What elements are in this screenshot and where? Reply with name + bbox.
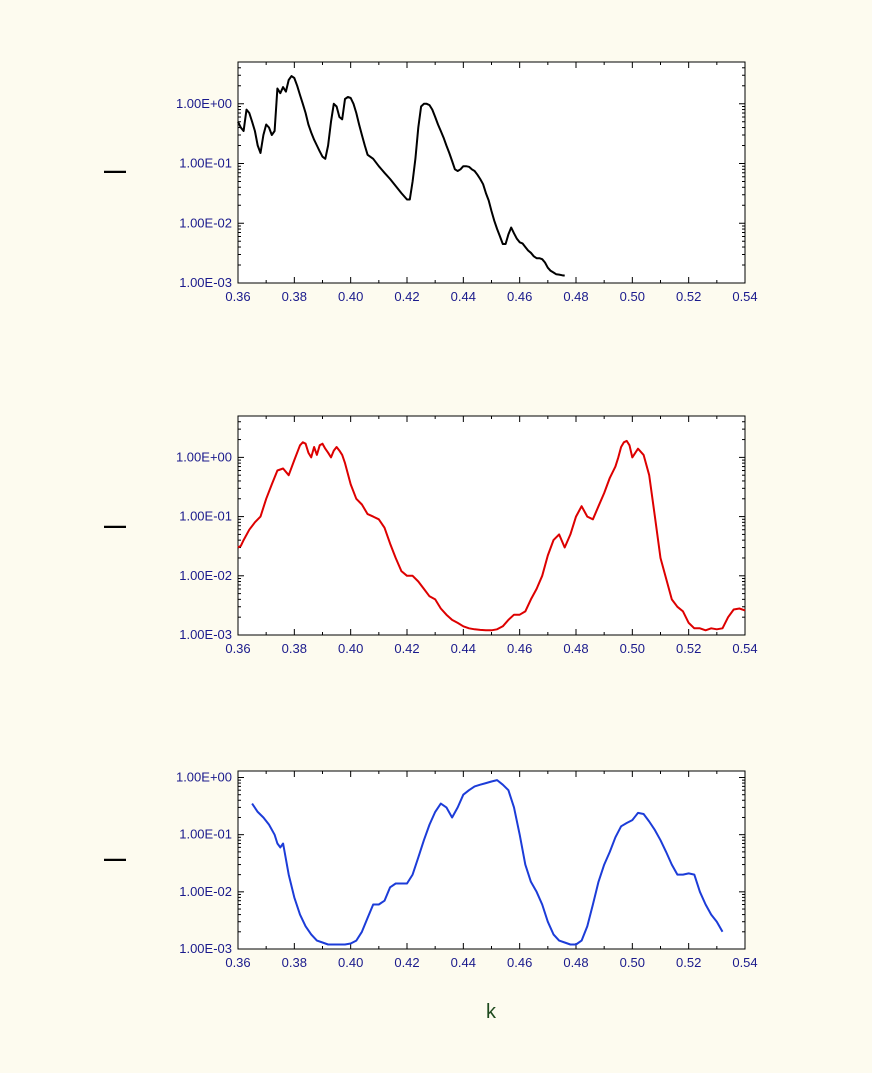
y-tick-label: 1.00E-03 <box>179 627 232 642</box>
x-tick-label: 0.50 <box>620 641 645 656</box>
series-line <box>237 75 565 277</box>
y-tick-label: 1.00E-01 <box>179 509 232 524</box>
y-tick-label: 1.00E+00 <box>176 770 232 785</box>
series-line <box>237 439 746 632</box>
chart-panel-top: 1.00E+00 1.00E-01 1.00E-02 1.00E-030.36 0.38… <box>104 61 758 304</box>
x-tick-label: 0.50 <box>620 289 645 304</box>
x-tick-label: 0.48 <box>563 955 588 970</box>
x-tick-label: 0.42 <box>394 955 419 970</box>
x-tick-label: 0.48 <box>563 641 588 656</box>
y-axis-label: — <box>104 513 126 538</box>
y-tick-label: 1.00E-02 <box>179 568 232 583</box>
x-tick-label: 0.54 <box>732 641 757 656</box>
plot-area <box>237 415 746 636</box>
x-tick-label: 0.48 <box>563 289 588 304</box>
x-tick-label: 0.54 <box>732 289 757 304</box>
x-tick-label: 0.38 <box>282 955 307 970</box>
y-tick-label: 1.00E-02 <box>179 884 232 899</box>
x-tick-label: 0.36 <box>225 955 250 970</box>
y-tick-label: 1.00E-01 <box>179 827 232 842</box>
y-tick-label: 1.00E-03 <box>179 941 232 956</box>
x-tick-label: 0.52 <box>676 955 701 970</box>
x-tick-label: 0.46 <box>507 641 532 656</box>
x-tick-label: 0.46 <box>507 289 532 304</box>
x-tick-label: 0.40 <box>338 289 363 304</box>
plot-area <box>237 770 746 950</box>
y-axis-label: — <box>104 158 126 183</box>
x-tick-label: 0.54 <box>732 955 757 970</box>
y-axis-label: — <box>104 846 126 871</box>
x-tick-label: 0.52 <box>676 289 701 304</box>
x-tick-label: 0.50 <box>620 955 645 970</box>
y-tick-label: 1.00E+00 <box>176 96 232 111</box>
x-tick-label: 0.42 <box>394 289 419 304</box>
x-axis-label: k <box>486 1001 497 1023</box>
x-tick-label: 0.38 <box>282 289 307 304</box>
x-tick-label: 0.38 <box>282 641 307 656</box>
y-tick-label: 1.00E-02 <box>179 215 232 230</box>
x-tick-label: 0.44 <box>451 955 476 970</box>
x-tick-label: 0.44 <box>451 641 476 656</box>
y-tick-label: 1.00E-03 <box>179 275 232 290</box>
x-tick-label: 0.36 <box>225 289 250 304</box>
chart-panel-middle: 1.00E+00 1.00E-01 1.00E-02 1.00E-030.36 0.38… <box>104 415 758 656</box>
chart-panel-bottom: 1.00E+00 1.00E-01 1.00E-02 1.00E-030.36 0.38… <box>104 770 758 1023</box>
x-tick-label: 0.46 <box>507 955 532 970</box>
y-tick-label: 1.00E-01 <box>179 156 232 171</box>
x-tick-label: 0.40 <box>338 641 363 656</box>
x-tick-label: 0.40 <box>338 955 363 970</box>
y-tick-label: 1.00E+00 <box>176 449 232 464</box>
x-tick-label: 0.36 <box>225 641 250 656</box>
x-tick-label: 0.44 <box>451 289 476 304</box>
plot-area <box>237 61 746 284</box>
series-line <box>251 779 724 946</box>
x-tick-label: 0.42 <box>394 641 419 656</box>
x-tick-label: 0.52 <box>676 641 701 656</box>
